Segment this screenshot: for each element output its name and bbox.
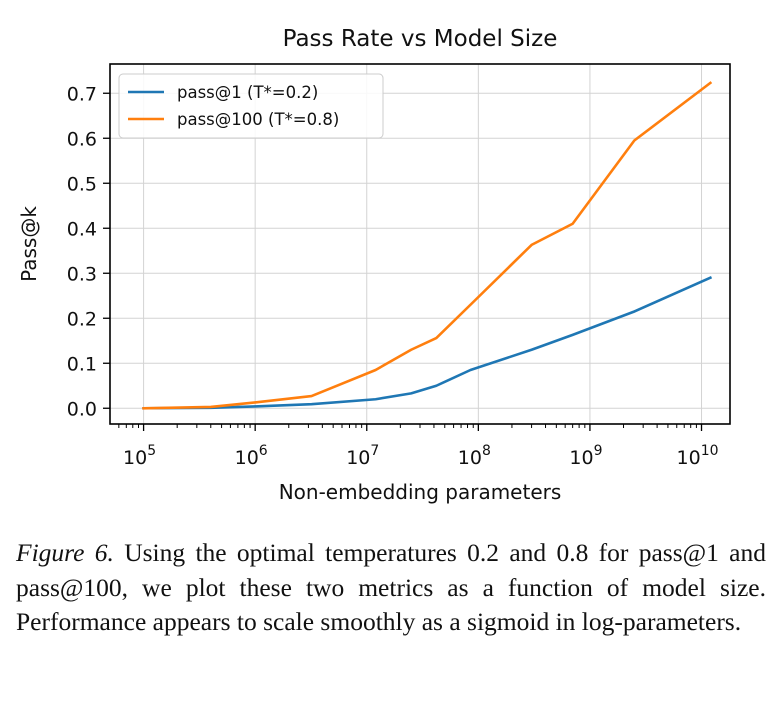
y-tick-label: 0.3 [67, 263, 97, 285]
x-axis-label: Non-embedding parameters [279, 480, 562, 504]
x-tick-label: 1010 [677, 443, 719, 469]
series-line-1 [142, 276, 713, 410]
figure-caption: Figure 6. Using the optimal temperatures… [16, 536, 766, 640]
legend: pass@1 (T*=0.2) pass@100 (T*=0.8) [118, 73, 384, 139]
x-tick-label: 109 [569, 443, 602, 469]
y-tick-label: 0.1 [67, 353, 97, 375]
x-tick-label: 107 [346, 443, 379, 469]
y-tick-label: 0.6 [67, 128, 97, 150]
caption-text: Using the optimal temperatures 0.2 and 0… [16, 538, 766, 637]
y-tick-label: 0.4 [67, 218, 97, 240]
x-tick-label: 108 [458, 443, 491, 469]
figure-label: Figure 6. [16, 538, 114, 567]
series-lines [142, 81, 713, 410]
y-tick-label: 0.7 [67, 83, 97, 105]
y-axis-label: Pass@k [17, 206, 41, 282]
x-tick-exponent: 10 [701, 443, 719, 459]
legend-entry-2: pass@100 (T*=0.8) [177, 110, 339, 129]
x-tick-exponent: 7 [370, 443, 379, 459]
x-tick-exponent: 8 [482, 443, 491, 459]
x-tick-exponent: 5 [147, 443, 156, 459]
x-tick-exponent: 9 [594, 443, 603, 459]
chart-title: Pass Rate vs Model Size [283, 26, 558, 52]
x-tick-exponent: 6 [259, 443, 268, 459]
legend-box [118, 73, 384, 139]
y-tick-label: 0.2 [67, 308, 97, 330]
y-tick-label: 0.5 [67, 173, 97, 195]
x-tick-label: 106 [235, 443, 268, 469]
series-line-2 [142, 81, 713, 410]
x-tick-label: 105 [123, 443, 156, 469]
legend-entry-1: pass@1 (T*=0.2) [177, 83, 318, 102]
y-tick-label: 0.0 [67, 398, 97, 420]
